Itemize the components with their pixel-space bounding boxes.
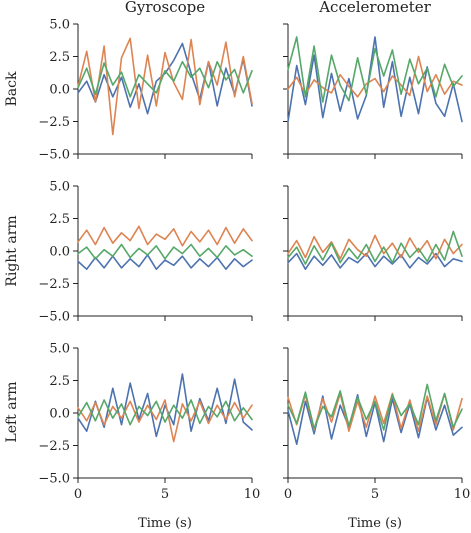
x-tick-label: 0 <box>284 487 292 502</box>
series-line-3-right-arm-gyroscope <box>77 243 253 260</box>
series-line-1-right-arm-gyroscope <box>77 254 253 271</box>
y-tick-label: 2.5 <box>49 50 70 65</box>
series-line-2-right-arm-accelerometer <box>287 234 463 260</box>
x-tick-label: 5 <box>371 487 379 502</box>
panel-right-arm-accelerometer <box>283 185 463 321</box>
y-tick-label: −5.0 <box>38 148 70 163</box>
panel-right-arm-gyroscope: 5.0 2.5 0.0 −2.5 −5.0 <box>38 180 253 325</box>
series-line-3-back-gyroscope <box>77 60 253 98</box>
series-line-2-left-arm-gyroscope <box>77 399 253 443</box>
series-line-1-right-arm-accelerometer <box>287 252 463 271</box>
x-tick-label: 10 <box>454 487 471 502</box>
row-label-back: Back <box>4 71 20 106</box>
series-line-2-right-arm-gyroscope <box>77 225 253 247</box>
y-tick-label: −2.5 <box>38 115 70 130</box>
y-tick-label: −2.5 <box>38 439 70 454</box>
row-label-right-arm: Right arm <box>4 215 20 286</box>
y-tick-label: 5.0 <box>49 18 70 33</box>
y-tick-label: 0.0 <box>49 407 70 422</box>
x-tick-label: 10 <box>244 487 261 502</box>
series-line-3-right-arm-accelerometer <box>287 230 463 265</box>
x-axis-label-accelerometer: Time (s) <box>348 516 402 531</box>
series-line-3-left-arm-accelerometer <box>287 383 463 431</box>
y-tick-label: 0.0 <box>49 83 70 98</box>
x-tick-label: 0 <box>74 487 82 502</box>
series-line-3-back-accelerometer <box>287 36 463 103</box>
panel-left-arm-gyroscope: 5.0 2.5 0.0 −2.5 −5.0 0 5 10 <box>38 342 260 503</box>
series-line-2-back-accelerometer <box>287 55 463 98</box>
y-tick-label: 5.0 <box>49 180 70 195</box>
panel-left-arm-accelerometer: 0 5 10 <box>283 347 471 502</box>
y-tick-label: −2.5 <box>38 277 70 292</box>
series-line-2-back-gyroscope <box>77 37 253 136</box>
row-label-left-arm: Left arm <box>4 381 20 442</box>
y-tick-label: −5.0 <box>38 310 70 325</box>
series-line-3-left-arm-gyroscope <box>77 399 253 426</box>
panel-back-gyroscope: 5.0 2.5 0.0 −2.5 −5.0 <box>38 18 253 163</box>
y-tick-label: 0.0 <box>49 245 70 260</box>
column-title-accelerometer: Accelerometer <box>318 0 431 16</box>
series-line-1-left-arm-gyroscope <box>77 373 253 438</box>
panel-back-accelerometer <box>283 23 463 159</box>
column-title-gyroscope: Gyroscope <box>125 0 205 16</box>
y-tick-label: 5.0 <box>49 342 70 357</box>
y-tick-label: 2.5 <box>49 212 70 227</box>
x-tick-label: 5 <box>161 487 169 502</box>
x-axis-label-gyroscope: Time (s) <box>138 516 192 531</box>
y-tick-label: 2.5 <box>49 374 70 389</box>
y-tick-label: −5.0 <box>38 472 70 487</box>
series-line-1-back-accelerometer <box>287 36 463 123</box>
